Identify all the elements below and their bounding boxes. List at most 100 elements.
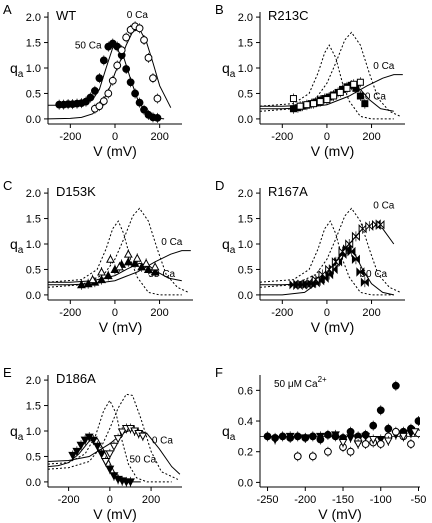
data-point <box>122 33 131 42</box>
data-point <box>263 432 272 441</box>
condition-label: 0 Ca <box>152 436 174 447</box>
data-point <box>369 421 378 430</box>
y-axis-title: qa <box>222 236 236 256</box>
data-point <box>300 434 310 443</box>
plot-area <box>260 31 403 120</box>
data-point <box>130 258 140 267</box>
data-point <box>150 262 160 271</box>
data-point <box>95 74 104 83</box>
data-point <box>285 432 295 442</box>
data-point <box>105 465 115 474</box>
data-point <box>338 439 348 448</box>
data-point <box>315 432 325 442</box>
y-tick-label: 1.0 <box>238 63 253 75</box>
x-tick-label: -200 <box>59 131 81 143</box>
data-point <box>88 436 98 445</box>
condition-label: 50 μM Ca2+ <box>274 375 327 390</box>
data-point <box>310 100 318 108</box>
data-point <box>331 257 340 267</box>
panel-title: WT <box>56 8 76 23</box>
y-tick-label: 1.0 <box>26 63 41 75</box>
y-axis-title: qa <box>10 236 24 256</box>
data-point <box>140 36 148 44</box>
y-tick-label: 1.5 <box>26 401 41 413</box>
data-point <box>103 270 113 280</box>
x-tick-label: -200 <box>271 131 293 143</box>
data-point <box>343 84 351 92</box>
data-point <box>336 88 344 96</box>
data-point <box>410 428 420 437</box>
data-point <box>117 428 127 437</box>
data-point <box>153 113 162 122</box>
data-point <box>99 56 108 65</box>
y-axis-title-subscript: a <box>18 69 24 80</box>
x-axis-title: V (mV) <box>93 143 137 159</box>
y-tick-label: 1.0 <box>26 239 41 251</box>
data-point <box>361 432 371 442</box>
data-point <box>108 76 117 85</box>
y-tick-label: 0.5 <box>26 264 41 276</box>
data-point <box>126 478 135 487</box>
reference-fit-curve <box>48 393 179 480</box>
y-tick-label: 1.0 <box>26 426 41 438</box>
data-point <box>83 279 93 288</box>
fit-curve <box>48 250 191 286</box>
data-point <box>143 264 153 273</box>
data-point <box>72 447 82 457</box>
data-point <box>109 442 119 451</box>
fit-curve <box>260 74 403 110</box>
data-point <box>106 254 115 263</box>
condition-label: 0 Ca <box>373 200 395 211</box>
data-point <box>138 432 148 441</box>
data-point <box>132 253 142 262</box>
data-point <box>376 406 385 415</box>
y-tick-label: 2.0 <box>26 12 41 24</box>
y-axis-title-subscript: a <box>230 69 236 80</box>
data-point <box>414 417 420 425</box>
panel-letter: F <box>215 365 223 380</box>
data-point <box>303 101 311 109</box>
x-tick-label: -200 <box>58 494 80 506</box>
y-tick-label: 0.0 <box>238 290 253 302</box>
reference-fit-curve <box>48 220 182 296</box>
x-axis-title: V (mV) <box>311 319 355 335</box>
data-point <box>361 100 369 108</box>
panel-letter: D <box>215 178 224 193</box>
data-point <box>149 74 157 83</box>
data-point <box>376 219 385 230</box>
y-tick-label: 0.0 <box>26 290 41 302</box>
condition-label: 50 Ca <box>129 455 156 466</box>
panel-letter: A <box>3 2 12 17</box>
data-point <box>97 267 106 276</box>
panel-title: D186A <box>56 371 96 386</box>
data-point <box>346 434 356 443</box>
x-tick-label: -250 <box>257 494 279 506</box>
data-point <box>376 440 385 448</box>
data-point <box>140 105 148 114</box>
data-point <box>144 53 153 62</box>
panel-d: D R167A 0.0 0.5 1.0 1.5 2.0 -200 0 200 V (mV) qa 0 C… <box>215 178 405 335</box>
reference-fit-curve <box>260 44 394 120</box>
data-point <box>122 65 131 73</box>
x-tick-label: -200 <box>271 307 293 319</box>
y-axis-title-subscript: a <box>18 245 24 256</box>
data-point <box>323 96 331 104</box>
data-point <box>289 95 297 103</box>
plot-area <box>260 380 420 462</box>
panel-c: C D153K 0.0 0.5 1.0 1.5 2.0 -200 0 200 V (mV) qa 0 C… <box>3 178 193 335</box>
plot-area <box>48 207 191 296</box>
panel-title: R167A <box>268 184 308 199</box>
data-point <box>88 274 98 284</box>
panel-letter: E <box>3 365 12 380</box>
x-tick-label: -50 <box>411 494 427 506</box>
data-point <box>135 24 144 33</box>
data-point <box>324 447 332 456</box>
data-point <box>330 92 338 100</box>
data-point <box>91 87 99 95</box>
data-point <box>407 440 415 448</box>
reference-fit-curve <box>260 207 401 293</box>
data-point <box>368 435 378 445</box>
data-point <box>97 450 107 459</box>
y-tick-label: 0.0 <box>26 477 41 489</box>
